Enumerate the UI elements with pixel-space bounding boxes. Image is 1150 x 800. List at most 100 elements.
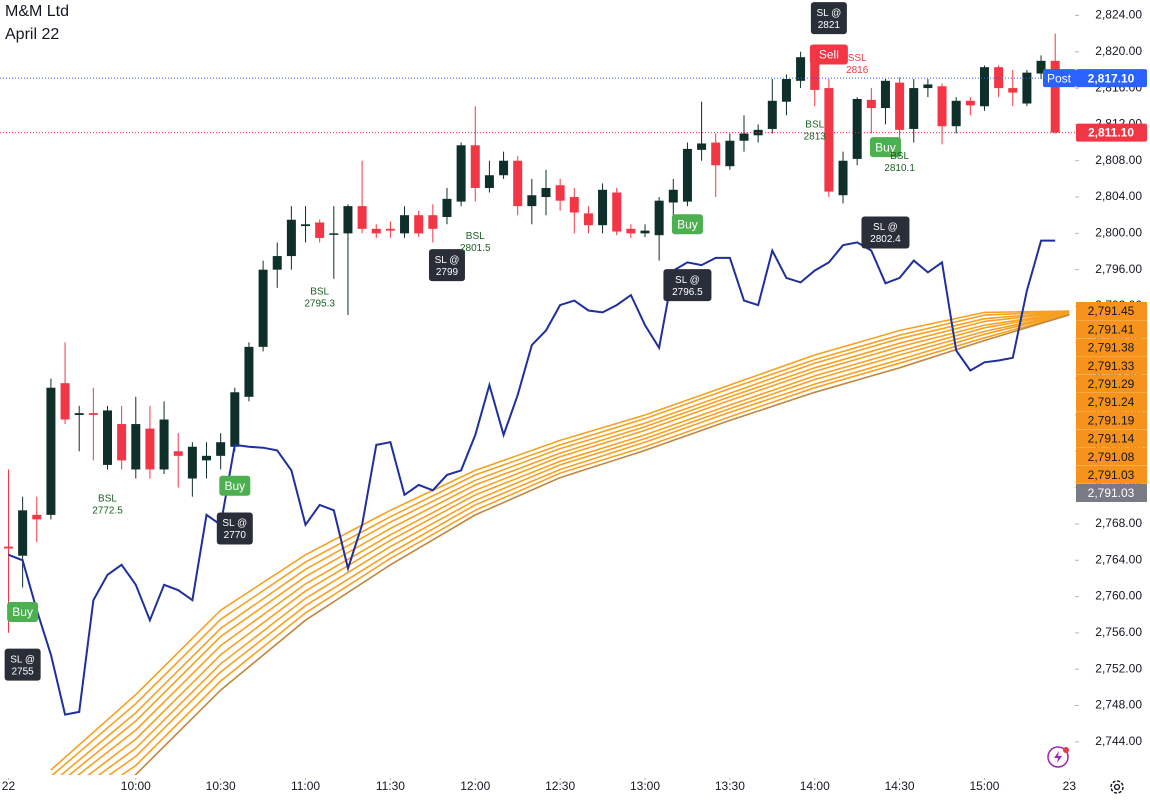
ribbon-label-box: [1076, 374, 1147, 393]
y-tick-label: 2,756.00: [1095, 625, 1142, 639]
candle-body: [32, 514, 42, 520]
ribbon-line: [97, 312, 1070, 775]
candle-body: [428, 215, 438, 229]
candle-body: [442, 198, 452, 218]
stop-loss-text: SL @: [873, 222, 898, 233]
x-tick-label: 22: [2, 779, 16, 793]
stop-loss-box: [428, 249, 465, 282]
candle-body: [3, 546, 13, 549]
candle-body: [654, 200, 664, 236]
candle-body: [824, 88, 834, 192]
candle-body: [612, 192, 622, 232]
level-text: 2813: [804, 131, 827, 142]
signal-tag: [219, 475, 251, 496]
candle-body: [711, 142, 721, 166]
y-tick-label: 2,824.00: [1095, 8, 1142, 22]
signal-text: Buy: [224, 479, 245, 493]
candle-body: [1050, 60, 1060, 133]
level-text: BSL: [98, 494, 117, 505]
annotation-tag: Buy: [671, 214, 703, 235]
annotation-tag: Buy: [869, 137, 901, 158]
x-tick-label: 14:00: [800, 779, 830, 793]
ribbon-line: [76, 311, 1070, 775]
y-tick-label: 2,768.00: [1095, 516, 1142, 530]
x-tick-label: 12:30: [545, 779, 575, 793]
ribbon-label-box: [1076, 447, 1147, 466]
candle-body: [895, 82, 905, 130]
candle-body: [810, 57, 820, 90]
ribbon-line: [68, 311, 1070, 775]
annotation-box: SL @2755: [4, 648, 41, 681]
stop-loss-text: SL @: [222, 518, 247, 529]
stop-loss-text: 2821: [818, 20, 841, 31]
annotation-tag: Sell: [809, 44, 848, 65]
candle-body: [244, 346, 254, 397]
candle-body: [46, 387, 56, 515]
y-tick-label: 2,764.00: [1095, 552, 1142, 566]
y-tick-label: 2,752.00: [1095, 661, 1142, 675]
settings-icon[interactable]: [1110, 780, 1124, 794]
price-label-box: [1076, 123, 1147, 142]
candle-body: [258, 269, 268, 347]
y-tick-label: 2,760.00: [1095, 589, 1142, 603]
y-tick-label: 2,804.00: [1095, 189, 1142, 203]
candle-body: [230, 392, 240, 447]
candle-body: [866, 99, 876, 109]
x-tick-label: 13:30: [715, 779, 745, 793]
signal-tag: [869, 137, 901, 158]
x-tick-label: 10:00: [121, 779, 151, 793]
candle-body: [555, 185, 565, 201]
stop-loss-text: SL @: [10, 654, 35, 665]
ribbon-label: 2,791.45: [1088, 304, 1135, 318]
candle-body: [103, 410, 112, 465]
session-tag: Post: [1047, 71, 1072, 85]
level-text: 2816: [846, 65, 869, 76]
ribbon-label: 2,791.03: [1088, 468, 1135, 482]
stop-loss-text: SL @: [816, 8, 841, 19]
candle-body: [414, 215, 424, 234]
candle-body: [131, 424, 141, 470]
candle-body: [753, 129, 763, 136]
annotation-box: SL @2799: [428, 249, 465, 282]
ribbon-label: 2,791.41: [1088, 322, 1135, 336]
alert-icon[interactable]: [1047, 746, 1069, 768]
x-tick-label: 15:00: [969, 779, 999, 793]
candle-body: [145, 428, 155, 470]
candle-body: [880, 80, 890, 109]
signal-tag: [671, 214, 703, 235]
candle-body: [272, 256, 282, 270]
candle-body: [60, 383, 70, 420]
candle-body: [484, 175, 494, 188]
stop-loss-box: [861, 216, 910, 249]
ribbon-label: 2,791.03: [1088, 486, 1135, 500]
ribbon-label: 2,791.14: [1088, 432, 1135, 446]
annotation-box: SL @2796.5: [663, 269, 712, 302]
candle-body: [357, 206, 367, 229]
chart-title: M&M Ltd: [5, 3, 69, 20]
candle-body: [852, 98, 862, 159]
ribbon-line: [51, 310, 1070, 775]
candle-body: [781, 78, 791, 102]
candle-body: [725, 140, 735, 167]
candle-body: [329, 233, 339, 235]
candle-body: [838, 160, 848, 196]
candle-body: [202, 455, 212, 461]
level-text: 2772.5: [92, 506, 123, 517]
annotation-box: SL @2821: [810, 2, 847, 35]
annotation-box: SL @2770: [216, 512, 253, 545]
ribbon-label: 2,791.19: [1088, 413, 1135, 427]
candle-body: [569, 197, 579, 213]
signal-tag: [7, 602, 39, 623]
candle-body: [343, 206, 353, 234]
ribbon-label-box: [1076, 302, 1147, 321]
candle-body: [767, 100, 777, 129]
candle-body: [187, 446, 197, 479]
candle-body: [598, 189, 608, 226]
candle-body: [640, 230, 650, 234]
candle-body: [18, 510, 28, 556]
ribbon-label-box: [1076, 320, 1147, 339]
candle-body: [923, 84, 933, 89]
candle-body: [315, 222, 325, 238]
